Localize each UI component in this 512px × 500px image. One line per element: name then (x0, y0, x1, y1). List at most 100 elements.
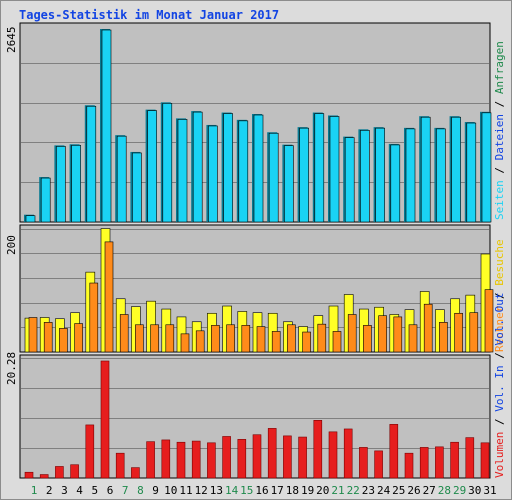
y-max-label-bottom: 20.28 (5, 352, 18, 385)
bar-volumen (435, 446, 444, 479)
bar-volumen (70, 464, 79, 479)
bar-seiten (375, 127, 385, 223)
bar-rechner (454, 312, 463, 353)
bar-rechner (423, 303, 433, 353)
bar-seiten (451, 116, 461, 223)
x-tick-label: 3 (61, 484, 68, 497)
bar-seiten (466, 122, 477, 223)
bar-volumen (131, 467, 140, 479)
x-tick-label: 21 (331, 484, 344, 497)
bar-volumen (465, 437, 475, 479)
bar-rechner (28, 317, 38, 353)
legend-entry: Rechner (493, 305, 506, 352)
x-tick-label: 10 (164, 484, 177, 497)
bar-rechner (317, 323, 327, 353)
legend-bottom: Volumen / Vol. In / Vol. Out (493, 293, 506, 478)
bar-volumen (24, 471, 34, 479)
bar-volumen (115, 452, 125, 479)
x-tick-label: 6 (107, 484, 114, 497)
x-tick-label: 20 (316, 484, 329, 497)
bar-rechner (74, 323, 83, 353)
bar-seiten (299, 127, 309, 223)
bar-rechner (180, 333, 190, 353)
bar-rechner (271, 331, 281, 353)
bar-seiten (436, 128, 446, 223)
legend-separator: / (493, 412, 506, 432)
x-tick-label: 22 (347, 484, 360, 497)
bar-seiten (360, 130, 370, 223)
x-tick-label: 26 (407, 484, 420, 497)
legend-separator: / (493, 94, 506, 114)
y-max-label-top: 2645 (5, 27, 18, 54)
bar-rechner (393, 316, 403, 353)
bar-seiten (40, 177, 51, 223)
bar-rechner (469, 312, 479, 353)
bar-volumen (237, 439, 247, 479)
bar-volumen (374, 450, 383, 479)
bar-rechner (241, 325, 251, 353)
bar-rechner (135, 324, 144, 353)
bar-volumen (313, 420, 323, 479)
bar-rechner (287, 324, 296, 353)
legend-entry: Vol. Out (493, 293, 506, 346)
x-tick-label: 18 (286, 484, 299, 497)
bar-seiten (390, 144, 401, 223)
bar-seiten (405, 128, 416, 223)
bar-rechner (150, 324, 159, 353)
x-tick-label: 17 (271, 484, 284, 497)
bar-seiten (223, 113, 233, 223)
bar-volumen (343, 428, 353, 479)
legend-entry: Dateien (493, 114, 506, 160)
x-tick-label: 14 (225, 484, 239, 497)
bar-seiten (344, 137, 355, 223)
x-tick-label: 15 (240, 484, 253, 497)
bar-rechner (332, 331, 342, 353)
legend-middle: Rechner / Besuche (493, 239, 506, 352)
bar-seiten (253, 114, 264, 223)
bar-seiten (25, 215, 36, 223)
x-tick-label: 7 (122, 484, 129, 497)
bar-seiten (238, 120, 249, 223)
y-max-label-middle: 200 (5, 235, 18, 255)
bar-volumen (85, 424, 95, 479)
x-tick-label: 4 (76, 484, 83, 497)
bar-volumen (267, 428, 277, 479)
bar-seiten (284, 145, 294, 223)
bar-rechner (195, 330, 205, 353)
bar-rechner (59, 328, 68, 353)
bar-rechner (165, 324, 175, 353)
bar-seiten (132, 152, 142, 223)
bar-rechner (408, 324, 418, 353)
bar-volumen (55, 466, 64, 479)
bar-seiten (481, 112, 492, 223)
x-tick-label: 8 (137, 484, 144, 497)
bar-volumen (252, 434, 262, 479)
bar-volumen (176, 441, 186, 479)
legend-top: Seiten / Dateien / Anfragen (493, 41, 506, 220)
x-tick-label: 13 (210, 484, 223, 497)
bar-volumen (419, 447, 429, 479)
x-tick-label: 25 (392, 484, 405, 497)
bar-rechner (363, 325, 372, 353)
bar-seiten (177, 119, 188, 223)
x-tick-label: 1 (31, 484, 38, 497)
x-tick-label: 28 (438, 484, 451, 497)
bar-rechner (302, 331, 311, 353)
bar-seiten (147, 110, 157, 223)
legend-entry: Volumen (493, 432, 506, 478)
legend-entry: Besuche (493, 239, 506, 285)
bar-rechner (484, 289, 494, 353)
bar-seiten (420, 116, 431, 223)
bar-seiten (329, 116, 340, 223)
x-tick-label: 16 (255, 484, 268, 497)
bar-volumen (404, 452, 414, 479)
bar-volumen (298, 436, 307, 479)
bar-rechner (211, 325, 220, 353)
bar-seiten (86, 105, 97, 223)
x-tick-label: 11 (179, 484, 192, 497)
x-tick-label: 5 (91, 484, 98, 497)
bar-volumen (222, 436, 231, 479)
bar-volumen (161, 439, 171, 479)
x-tick-label: 12 (195, 484, 208, 497)
